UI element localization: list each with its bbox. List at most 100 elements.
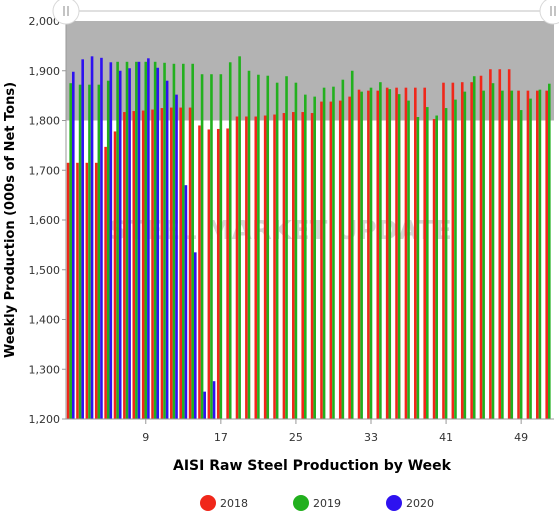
bar-2019-week-36 [397, 94, 401, 419]
legend-item-2019[interactable]: 2019 [293, 495, 341, 511]
bar-2018-week-40 [432, 119, 436, 419]
bar-2018-week-34 [376, 90, 380, 420]
bar-2018-week-26 [301, 112, 305, 419]
y-tick-label: 2,000 [29, 15, 61, 28]
x-tick-label: 25 [289, 431, 303, 444]
bar-2018-week-12 [170, 107, 173, 419]
bar-2018-week-46 [489, 69, 492, 419]
bar-2018-week-38 [414, 87, 417, 420]
bar-2019-week-47 [501, 90, 504, 420]
bar-2019-week-27 [313, 96, 316, 420]
bar-2018-week-33 [367, 90, 370, 420]
bar-2020-week-14 [193, 252, 197, 419]
bar-2019-week-49 [519, 110, 523, 420]
bar-2019-week-17 [219, 74, 223, 419]
legend-label-2019: 2019 [313, 497, 341, 510]
y-axis-title: Weekly Production (000s of Net Tons) [3, 82, 18, 358]
bar-2019-week-14 [191, 63, 194, 419]
bar-2020-week-15 [203, 391, 206, 419]
bar-2018-week-37 [404, 87, 408, 420]
bar-2018-week-39 [423, 87, 427, 420]
bar-2019-week-11 [163, 62, 166, 419]
bar-2019-week-37 [407, 100, 410, 419]
bar-2019-week-31 [350, 70, 354, 419]
bar-2020-week-16 [212, 381, 216, 419]
legend-item-2018[interactable]: 2018 [200, 495, 248, 511]
bar-2020-week-3 [90, 56, 94, 419]
bar-2020-week-12 [175, 94, 178, 419]
bar-2018-week-19 [235, 116, 239, 420]
bar-2019-week-30 [341, 79, 345, 419]
range-slider-left-handle[interactable] [52, 0, 80, 25]
bar-2020-week-8 [137, 61, 141, 420]
legend-label-2018: 2018 [220, 497, 248, 510]
legend-item-2020[interactable]: 2020 [386, 495, 434, 511]
bar-2019-week-40 [435, 115, 438, 419]
bar-2018-week-16 [207, 129, 211, 419]
bar-2019-week-2 [78, 84, 82, 420]
bar-2019-week-42 [454, 99, 457, 420]
y-tick-label: 1,400 [29, 314, 61, 327]
x-tick-label: 33 [364, 431, 378, 444]
bar-2018-week-9 [141, 110, 145, 420]
bar-2019-week-22 [266, 75, 270, 419]
bar-2018-week-4 [94, 162, 98, 420]
bar-2019-week-35 [388, 89, 392, 419]
bar-2019-week-19 [238, 56, 241, 419]
legend: 2018 2019 2020 [200, 495, 434, 511]
bar-2019-week-24 [285, 76, 288, 419]
y-axis: 1,200 1,300 1,400 1,500 1,600 1,700 1,800 1,900… [29, 15, 66, 426]
bar-2019-week-13 [182, 63, 185, 419]
bar-2019-week-33 [369, 87, 373, 420]
range-slider-right-handle[interactable] [539, 0, 559, 25]
y-tick-label: 1,900 [29, 65, 61, 78]
bar-2019-week-32 [360, 91, 363, 419]
x-axis-title: AISI Raw Steel Production by Week [173, 458, 452, 474]
bar-2018-week-6 [113, 131, 117, 419]
bar-2018-week-13 [179, 107, 183, 419]
bar-2019-week-7 [125, 61, 129, 420]
bar-2019-week-46 [491, 83, 495, 419]
bar-2018-week-7 [123, 112, 126, 419]
bar-2019-week-8 [135, 61, 138, 420]
y-tick-label: 1,300 [29, 363, 61, 376]
bar-2020-week-1 [71, 71, 75, 419]
bar-2018-week-21 [254, 116, 258, 420]
bar-2018-week-10 [151, 109, 154, 419]
bar-2019-week-28 [322, 87, 326, 420]
bar-2018-week-41 [442, 82, 445, 419]
bar-2018-week-31 [348, 96, 351, 420]
y-tick-label: 1,600 [29, 214, 61, 227]
legend-marker-2019 [293, 495, 309, 511]
legend-marker-2018 [200, 495, 216, 511]
legend-marker-2020 [386, 495, 402, 511]
bar-2018-week-2 [76, 162, 79, 420]
bar-2019-week-9 [144, 61, 148, 420]
bar-2018-week-48 [507, 69, 511, 419]
bar-2020-week-9 [147, 58, 150, 420]
x-tick-label: 9 [142, 431, 149, 444]
bar-2019-week-26 [304, 94, 307, 419]
bar-2019-week-16 [210, 74, 213, 419]
bar-2019-week-5 [106, 80, 110, 419]
bar-2018-week-22 [263, 115, 267, 419]
bar-2018-week-30 [338, 100, 342, 419]
bar-2018-week-28 [320, 101, 323, 419]
x-tick-label: 41 [439, 431, 453, 444]
x-tick-label: 17 [214, 431, 228, 444]
bar-2019-week-25 [294, 82, 298, 419]
bar-2018-week-27 [310, 113, 314, 419]
bar-2019-week-18 [228, 62, 232, 419]
bar-2018-week-11 [160, 108, 164, 419]
bar-2018-week-24 [282, 113, 286, 419]
bar-2019-week-50 [529, 98, 532, 420]
bar-2020-week-10 [156, 67, 160, 420]
bar-2018-week-35 [385, 87, 389, 420]
bar-2019-week-23 [275, 82, 279, 419]
bar-2018-week-47 [498, 69, 502, 419]
range-slider[interactable] [52, 0, 559, 25]
bar-2018-week-20 [245, 116, 248, 420]
bar-2019-week-43 [463, 91, 467, 419]
bar-2018-week-45 [479, 75, 483, 419]
